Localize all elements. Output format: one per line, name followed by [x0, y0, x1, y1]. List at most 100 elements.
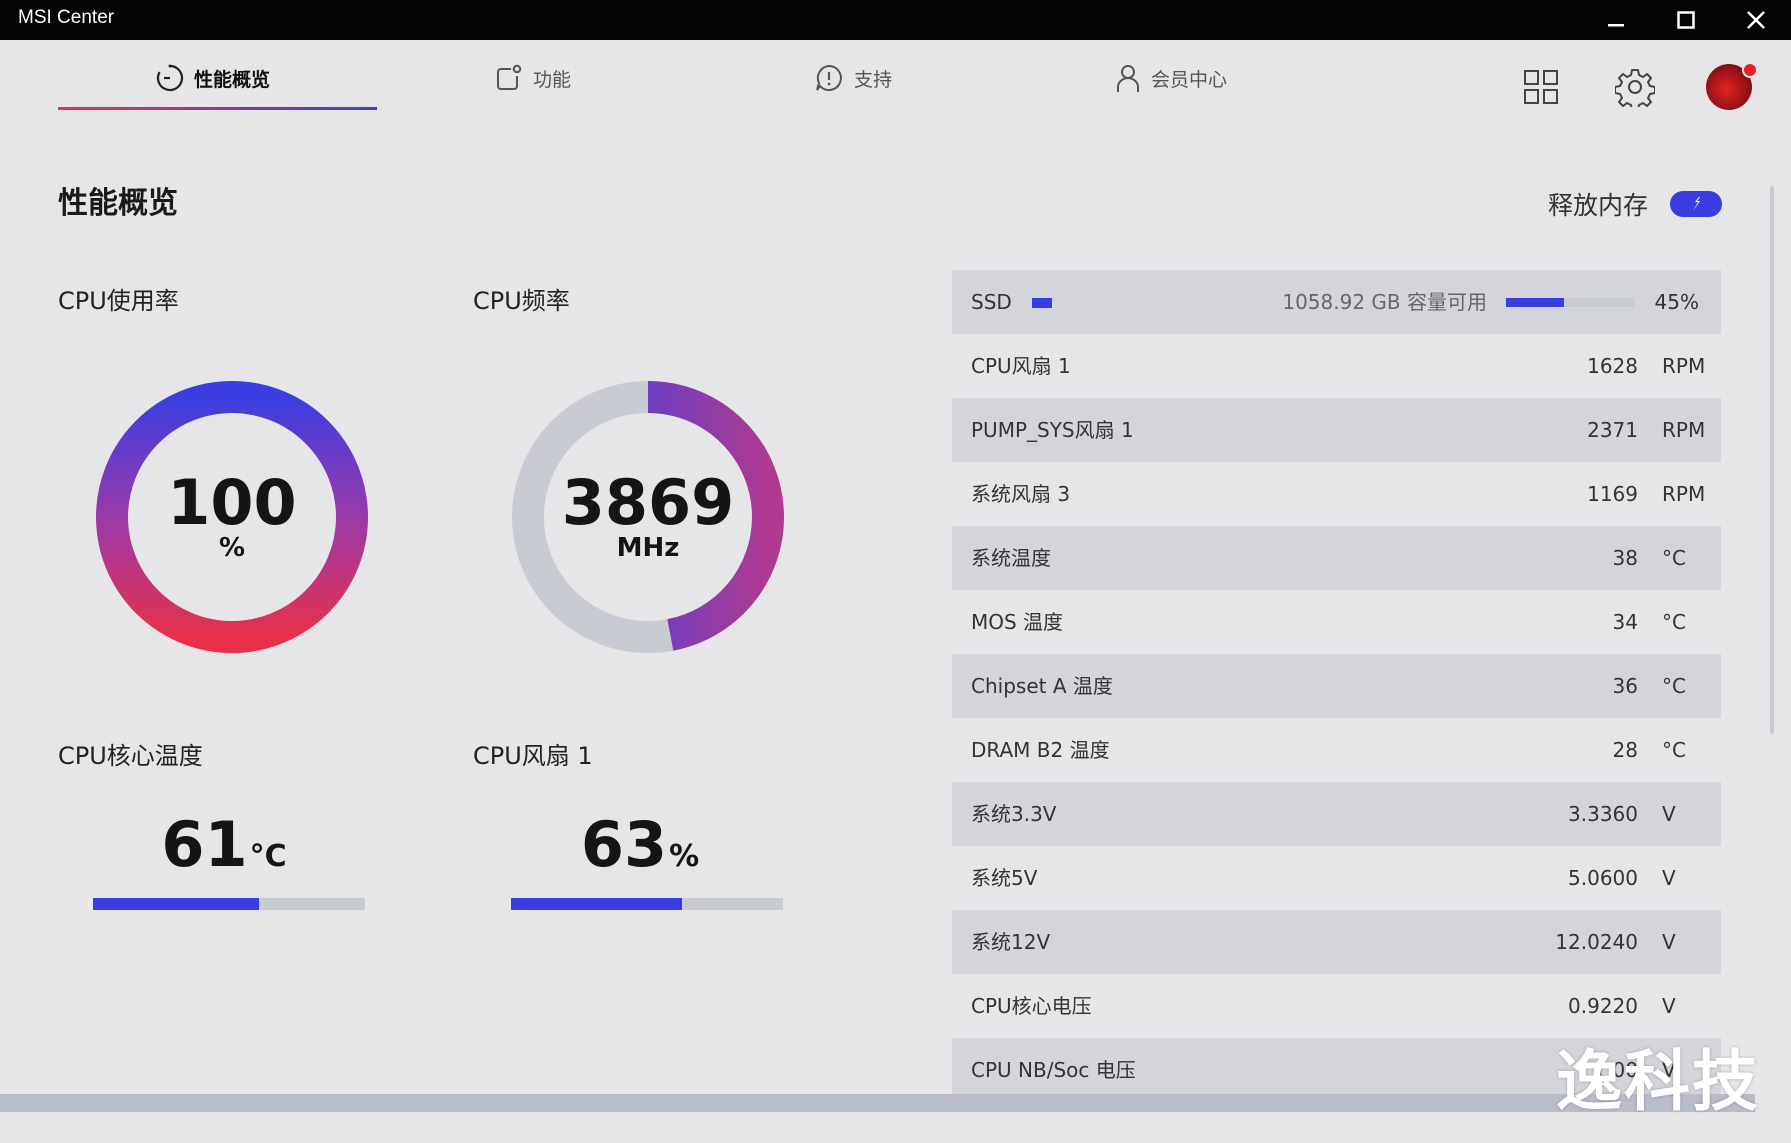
gear-icon: [1615, 69, 1655, 107]
sensor-value: 3.3360: [1568, 802, 1638, 826]
sensor-row: 系统3.3V 3.3360 V: [952, 782, 1721, 846]
gauge-icon: [156, 64, 184, 92]
cpu-usage-arc: [96, 381, 368, 653]
sensor-name: 系统12V: [971, 930, 1051, 954]
watermark: 逸科技: [1556, 1043, 1760, 1120]
vertical-scrollbar[interactable]: [1770, 186, 1774, 734]
sensor-unit: RPM: [1662, 418, 1706, 442]
cpu-usage-label: CPU使用率: [58, 287, 179, 315]
sensor-name: CPU核心电压: [971, 994, 1092, 1018]
sensor-value: 0.9220: [1568, 994, 1638, 1018]
sensor-name: PUMP_SYS风扇 1: [971, 418, 1134, 442]
sensor-name: 系统5V: [971, 866, 1038, 890]
maximize-icon: [1677, 11, 1695, 29]
sensor-row: CPU NB/Soc 电压 1.00 V: [952, 1038, 1721, 1094]
sensor-value: 1.00: [1593, 1058, 1638, 1082]
cpu-temp-label: CPU核心温度: [58, 742, 203, 770]
ssd-drive-indicator: [1032, 298, 1052, 308]
sensor-unit: °C: [1662, 674, 1686, 698]
tab-label: 性能概览: [194, 68, 271, 91]
cpu-temp-unit: °C: [249, 839, 287, 874]
cpu-fan-readout: 63 %: [504, 808, 776, 881]
cpu-temp-readout: 61 °C: [88, 808, 360, 881]
sensor-name: 系统温度: [971, 546, 1051, 570]
tab-label: 支持: [854, 68, 893, 91]
sensor-row: CPU核心电压 0.9220 V: [952, 974, 1721, 1038]
sensor-value: 36: [1612, 674, 1638, 698]
cpu-usage-ring: 100 %: [96, 381, 368, 653]
sensor-unit: V: [1662, 994, 1676, 1018]
tab-label: 功能: [533, 68, 572, 91]
sensor-unit: RPM: [1662, 482, 1706, 506]
ssd-usage-bar-fill: [1506, 298, 1564, 307]
user-icon: [1117, 65, 1139, 92]
sensor-value: 34: [1612, 610, 1638, 634]
page-title: 性能概览: [58, 186, 178, 221]
sensor-name: CPU风扇 1: [971, 354, 1071, 378]
cpu-fan-unit: %: [669, 839, 700, 874]
feature-icon: [497, 64, 522, 90]
minimize-icon: [1608, 24, 1624, 27]
release-memory-toggle[interactable]: [1670, 191, 1722, 217]
cpu-usage-unit: %: [218, 533, 246, 563]
sensor-unit: V: [1662, 802, 1676, 826]
ssd-row: SSD 1058.92 GB 容量可用 45%: [952, 270, 1721, 334]
sensor-name: Chipset A 温度: [971, 674, 1113, 698]
cpu-freq-unit: MHz: [616, 533, 680, 563]
cpu-temp-value: 61: [161, 808, 248, 881]
sensor-value: 5.0600: [1568, 866, 1638, 890]
window-title: MSI Center: [18, 7, 115, 28]
cpu-temp-bar: [93, 898, 365, 910]
cpu-freq-label: CPU频率: [473, 287, 570, 315]
sensor-unit: °C: [1662, 610, 1686, 634]
sensor-name: DRAM B2 温度: [971, 738, 1110, 762]
cpu-temp-bar-fill: [93, 898, 259, 910]
sensor-value: 2371: [1587, 418, 1638, 442]
title-bar: MSI Center: [0, 0, 1791, 40]
ssd-label: SSD: [971, 290, 1012, 314]
notification-dot: [1742, 62, 1758, 78]
sensor-value: 12.0240: [1555, 930, 1638, 954]
sensor-unit: °C: [1662, 546, 1686, 570]
sensor-unit: V: [1662, 930, 1676, 954]
tab-label: 会员中心: [1151, 68, 1228, 91]
sensor-row: 系统5V 5.0600 V: [952, 846, 1721, 910]
sensor-row: Chipset A 温度 36 °C: [952, 654, 1721, 718]
cpu-usage-value: 100: [167, 466, 297, 539]
tab-support[interactable]: 支持: [814, 58, 892, 98]
sensor-value: 1628: [1587, 354, 1638, 378]
avatar[interactable]: [1706, 62, 1758, 110]
sensor-unit: RPM: [1662, 354, 1706, 378]
horizontal-scrollbar[interactable]: [0, 1094, 1755, 1112]
sensor-row: CPU风扇 1 1628 RPM: [952, 334, 1721, 398]
sensor-name: 系统3.3V: [971, 802, 1057, 826]
apps-grid-button[interactable]: [1520, 66, 1562, 108]
cpu-freq-value: 3869: [561, 466, 735, 539]
maximize-button[interactable]: [1651, 0, 1721, 40]
sensor-unit: V: [1662, 866, 1676, 890]
sensor-row: 系统12V 12.0240 V: [952, 910, 1721, 974]
cpu-fan-bar: [511, 898, 783, 910]
sensor-value: 38: [1612, 546, 1638, 570]
boost-arrow-icon: [1693, 197, 1700, 211]
sensor-row: 系统风扇 3 1169 RPM: [952, 462, 1721, 526]
cpu-freq-arc: [512, 381, 784, 653]
sensor-list: SSD 1058.92 GB 容量可用 45% CPU风扇 1 1628 RPM PU…: [952, 270, 1721, 1094]
sensor-row: PUMP_SYS风扇 1 2371 RPM: [952, 398, 1721, 462]
sensor-unit: V: [1662, 1058, 1676, 1082]
sensor-row: MOS 温度 34 °C: [952, 590, 1721, 654]
sensor-value: 1169: [1587, 482, 1638, 506]
cpu-fan-value: 63: [580, 808, 668, 881]
settings-button[interactable]: [1614, 66, 1656, 108]
close-button[interactable]: [1721, 0, 1791, 40]
ssd-free-space: 1058.92 GB 容量可用: [1282, 290, 1487, 314]
sensor-name: MOS 温度: [971, 610, 1064, 634]
tab-member-center[interactable]: 会员中心: [1115, 58, 1227, 98]
minimize-button[interactable]: [1581, 0, 1651, 40]
ssd-usage-bar: [1506, 298, 1634, 307]
active-tab-indicator: [58, 107, 377, 110]
tab-features[interactable]: 功能: [495, 58, 571, 98]
sensor-value: 28: [1612, 738, 1638, 762]
tab-performance-overview[interactable]: 性能概览: [156, 58, 270, 98]
